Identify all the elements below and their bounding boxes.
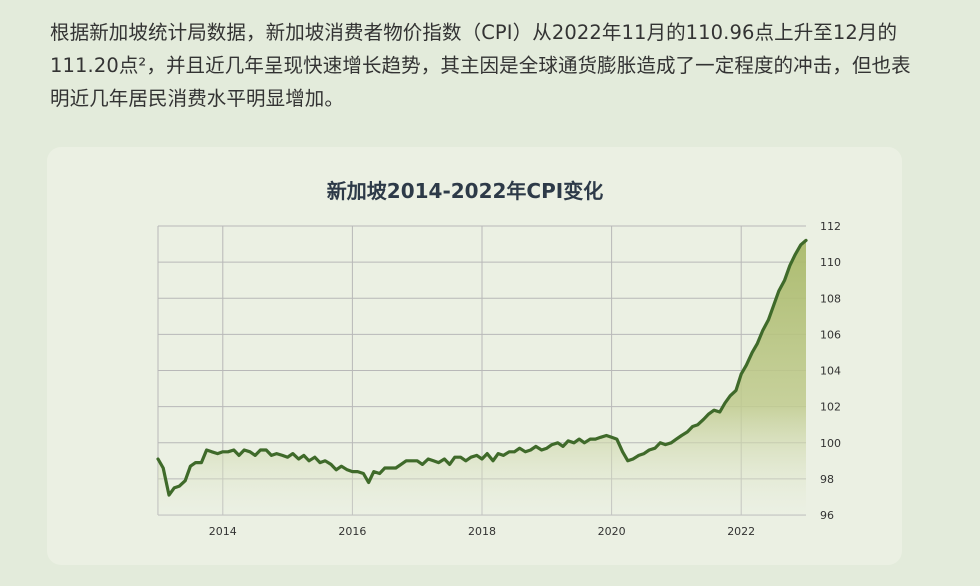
y-tick-label: 102: [820, 401, 841, 414]
y-tick-label: 100: [820, 437, 841, 450]
y-tick-label: 104: [820, 365, 841, 378]
x-tick-label: 2018: [468, 525, 496, 538]
cpi-line: [156, 238, 808, 497]
x-axis-ticks: 2014 2016 2018 2020 2022: [209, 525, 755, 538]
series-line: [156, 238, 808, 497]
y-tick-label: 108: [820, 292, 841, 305]
y-tick-label: 106: [820, 328, 841, 341]
y-tick-label: 98: [820, 473, 834, 486]
x-tick-label: 2020: [598, 525, 626, 538]
x-tick-label: 2022: [727, 525, 755, 538]
chart-title: 新加坡2014-2022年CPI变化: [326, 179, 604, 203]
x-tick-label: 2014: [209, 525, 237, 538]
y-tick-label: 96: [820, 509, 834, 522]
y-axis-ticks: 96 98 100 102 104 106 108 110 112: [820, 220, 841, 522]
y-tick-label: 110: [820, 256, 841, 269]
y-tick-label: 112: [820, 220, 841, 233]
x-tick-label: 2016: [338, 525, 366, 538]
intro-paragraph: 根据新加坡统计局数据，新加坡消费者物价指数（CPI）从2022年11月的110.…: [50, 21, 911, 110]
